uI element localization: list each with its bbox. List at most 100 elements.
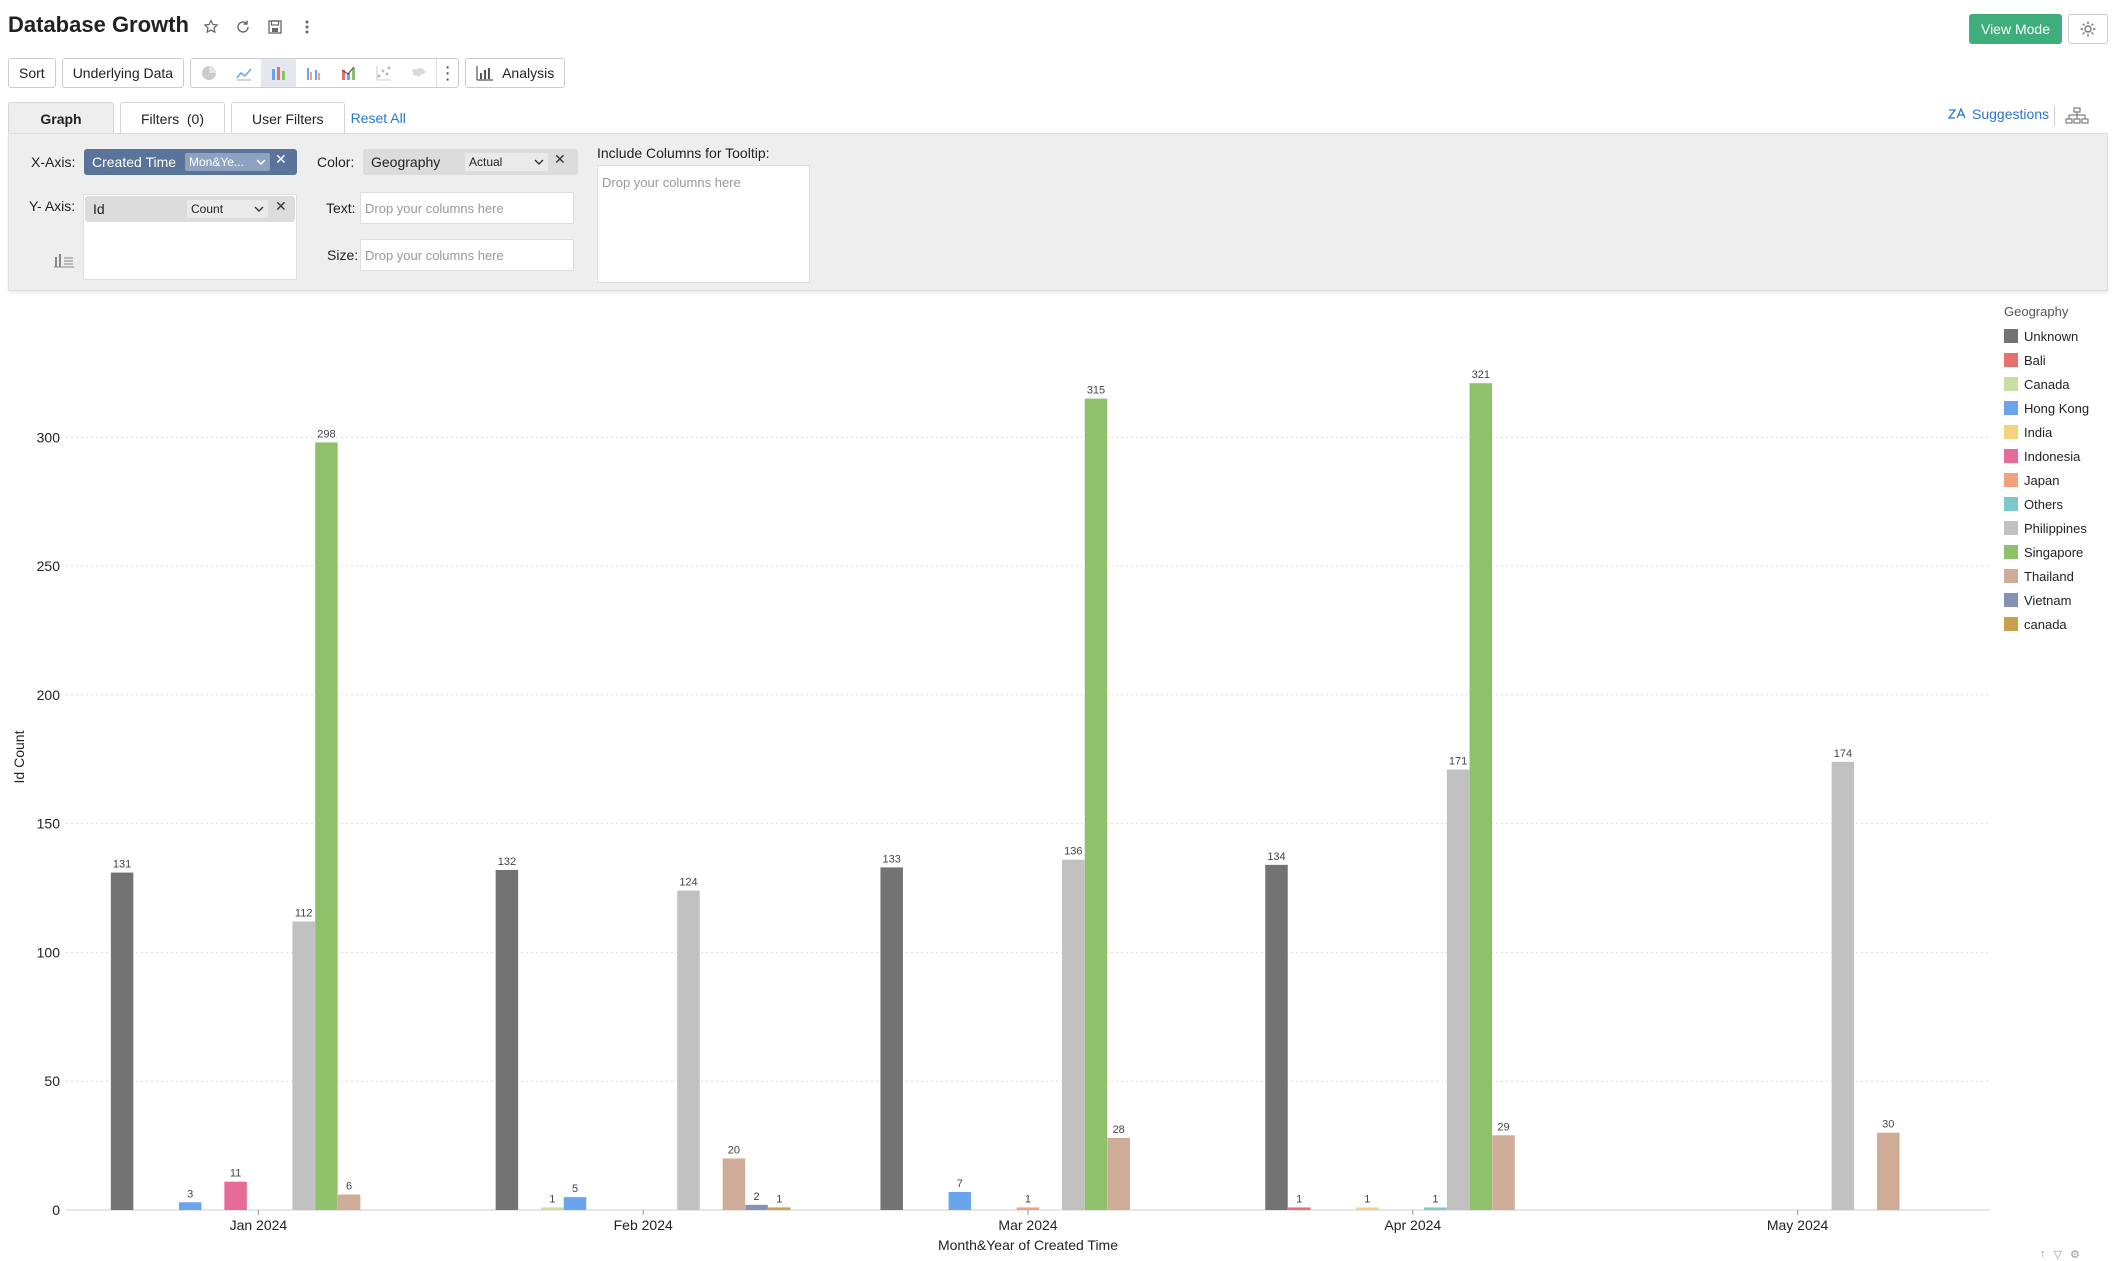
hierarchy-icon[interactable]: [2064, 104, 2090, 128]
bar[interactable]: [768, 1207, 791, 1210]
bar[interactable]: [1831, 761, 1855, 1210]
filter-icon[interactable]: ▽: [2053, 1249, 2062, 1261]
size-dropzone[interactable]: Drop your columns here: [360, 239, 574, 271]
bar[interactable]: [541, 1207, 564, 1210]
legend-item[interactable]: Bali: [2004, 348, 2110, 372]
y-tick-label: 250: [37, 558, 61, 574]
bar[interactable]: [224, 1181, 247, 1210]
legend-item[interactable]: Philippines: [2004, 516, 2110, 540]
legend-item[interactable]: canada: [2004, 612, 2110, 636]
color-mode-dropdown[interactable]: Actual: [465, 153, 548, 171]
legend-item[interactable]: Canada: [2004, 372, 2110, 396]
sort-button[interactable]: Sort: [8, 58, 56, 88]
remove-color-field-close-icon[interactable]: ✕: [554, 151, 566, 167]
star-icon[interactable]: [200, 16, 222, 38]
settings-button[interactable]: [2068, 14, 2108, 44]
save-icon[interactable]: [264, 16, 286, 38]
tab-user-filters[interactable]: User Filters: [231, 102, 345, 134]
map-chart-icon[interactable]: [401, 59, 436, 87]
legend-item[interactable]: Unknown: [2004, 324, 2110, 348]
legend-item[interactable]: Vietnam: [2004, 588, 2110, 612]
legend-label: Hong Kong: [2024, 400, 2090, 416]
legend-label: canada: [2024, 616, 2067, 632]
refresh-icon[interactable]: [232, 16, 254, 38]
bar[interactable]: [495, 870, 519, 1210]
data-label: 1: [1364, 1193, 1370, 1205]
y-axis-label: Y- Axis:: [29, 198, 76, 214]
bar[interactable]: [677, 890, 700, 1210]
bar[interactable]: [1492, 1135, 1515, 1210]
bar[interactable]: [1424, 1207, 1447, 1210]
sort-arrow-icon[interactable]: ↑: [2040, 1248, 2046, 1260]
legend-item[interactable]: Thailand: [2004, 564, 2110, 588]
legend-swatch: [2004, 377, 2018, 391]
legend-item[interactable]: Hong Kong: [2004, 396, 2110, 420]
bar[interactable]: [563, 1197, 587, 1210]
suggestions-link[interactable]: Suggestions: [1948, 106, 2049, 122]
legend-item[interactable]: Others: [2004, 492, 2110, 516]
bar[interactable]: [1446, 769, 1470, 1210]
remove-y-field-close-icon[interactable]: ✕: [275, 198, 287, 214]
color-label: Color:: [317, 154, 355, 170]
tab-filters[interactable]: Filters (0): [120, 102, 225, 134]
bar[interactable]: [745, 1204, 768, 1210]
legend-label: Japan: [2024, 472, 2060, 488]
gear-icon[interactable]: ⚙: [2069, 1249, 2080, 1261]
combo-chart-icon[interactable]: [331, 59, 366, 87]
divider: [2054, 106, 2055, 126]
bar[interactable]: [722, 1158, 746, 1210]
stack-options-icon[interactable]: [53, 252, 75, 273]
bar[interactable]: [1356, 1207, 1379, 1210]
reset-all-link[interactable]: Reset All: [350, 110, 406, 126]
view-mode-button[interactable]: View Mode: [1969, 14, 2062, 44]
grouped-bar-chart-icon[interactable]: [296, 59, 331, 87]
x-tick-label: Feb 2024: [614, 1217, 673, 1233]
bar[interactable]: [292, 921, 315, 1210]
data-label: 133: [883, 853, 901, 865]
analysis-icon: [476, 66, 494, 81]
bar[interactable]: [1084, 398, 1108, 1210]
line-chart-icon[interactable]: [226, 59, 261, 87]
legend-title: Geography: [2004, 304, 2069, 319]
legend-item[interactable]: Singapore: [2004, 540, 2110, 564]
more-options-icon[interactable]: [296, 16, 318, 38]
data-label: 321: [1472, 369, 1490, 381]
data-label: 7: [957, 1178, 963, 1190]
scatter-chart-icon[interactable]: [366, 59, 401, 87]
bar[interactable]: [1287, 1207, 1311, 1210]
tab-graph[interactable]: Graph: [8, 102, 114, 134]
suggestions-label: Suggestions: [1972, 106, 2050, 122]
bar[interactable]: [948, 1191, 972, 1210]
more-chart-types-icon[interactable]: ⋮: [436, 59, 458, 87]
bar[interactable]: [1107, 1137, 1130, 1210]
data-label: 30: [1882, 1119, 1894, 1131]
bar[interactable]: [178, 1202, 202, 1210]
bar[interactable]: [337, 1194, 361, 1210]
remove-x-field-close-icon[interactable]: ✕: [275, 151, 287, 167]
legend-item[interactable]: Japan: [2004, 468, 2110, 492]
underlying-data-button[interactable]: Underlying Data: [61, 58, 185, 88]
legend-label: Singapore: [2024, 544, 2084, 560]
bar[interactable]: [1062, 859, 1085, 1210]
x-axis-aggregation-dropdown[interactable]: Mon&Ye...: [185, 153, 270, 171]
y-axis-aggregation-dropdown[interactable]: Count: [187, 200, 268, 218]
bar[interactable]: [1265, 864, 1288, 1210]
bar[interactable]: [110, 872, 134, 1210]
legend-item[interactable]: Indonesia: [2004, 444, 2110, 468]
chevron-down-icon: [254, 206, 264, 212]
bar-chart-icon[interactable]: [261, 59, 297, 87]
page-title: Database Growth: [8, 12, 189, 37]
legend-item[interactable]: India: [2004, 420, 2110, 444]
bar[interactable]: [880, 867, 903, 1210]
pie-chart-icon[interactable]: [191, 59, 226, 87]
x-tick-label: Mar 2024: [998, 1217, 1057, 1233]
bar[interactable]: [1016, 1207, 1040, 1210]
analysis-button[interactable]: Analysis: [465, 58, 566, 88]
bar[interactable]: [315, 442, 338, 1210]
chart-corner-tools: ↑ ▽ ⚙: [2040, 1248, 2080, 1261]
text-dropzone[interactable]: Drop your columns here: [360, 192, 574, 224]
bar[interactable]: [1469, 383, 1493, 1210]
tooltip-dropzone[interactable]: Drop your columns here: [597, 165, 810, 283]
bar[interactable]: [1877, 1132, 1900, 1210]
